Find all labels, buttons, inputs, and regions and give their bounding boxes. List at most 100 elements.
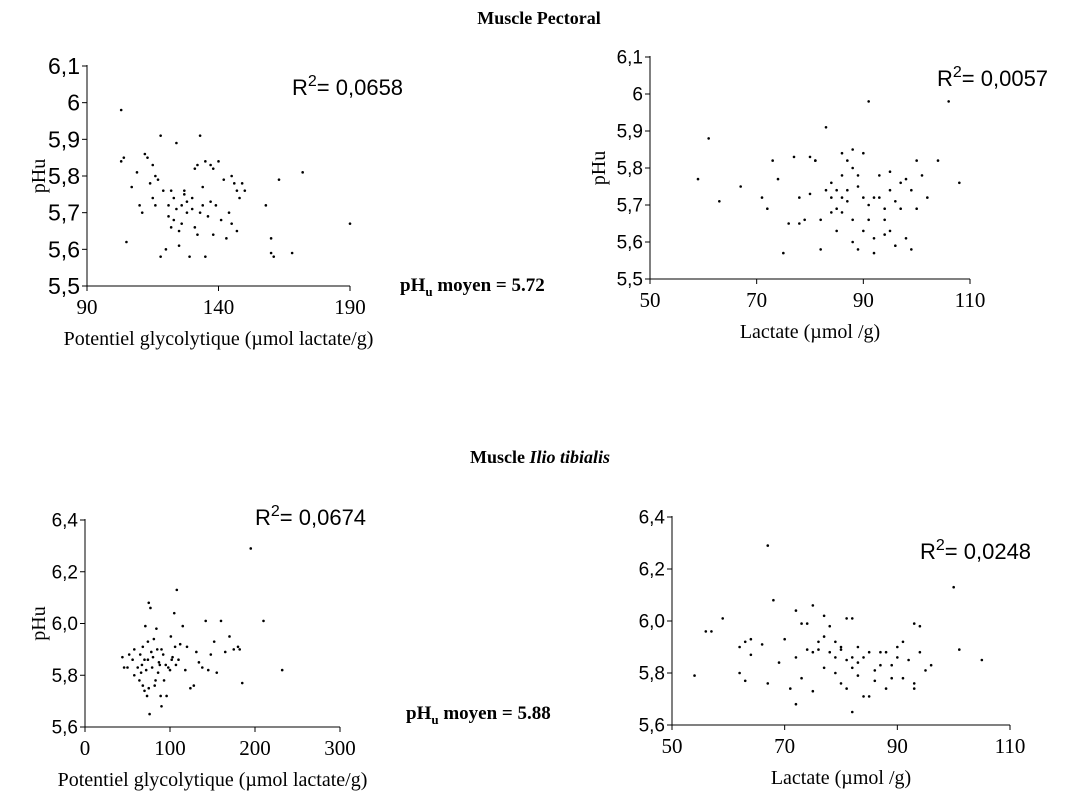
scatter-point [817,648,820,651]
scatter-point [884,650,888,654]
scatter-point [856,674,860,677]
y-tick-label: 6,4 [52,511,79,532]
scatter-point [879,663,882,667]
scatter-point [856,174,860,177]
y-axis-label: pHu [28,606,50,640]
scatter-point [277,178,281,181]
x-tick-label: 300 [324,736,356,760]
scatter-point [805,622,809,625]
scatter-point [198,211,202,214]
scatter-point [808,155,812,159]
scatter-point [787,222,790,225]
scatter-point [119,108,123,112]
scatter-point [209,163,212,167]
scatter-point [884,687,888,690]
scatter-point [749,653,753,657]
scatter-point [206,215,210,218]
scatter-point [862,656,865,659]
scatter-point [840,211,844,214]
scatter-point [264,204,268,207]
scatter-point [912,682,916,685]
scatter-point [140,211,144,214]
scatter-point [704,630,708,633]
scatter-point [907,658,910,662]
scatter-point [167,215,170,218]
scatter-point [766,682,770,685]
scatter-point [890,676,893,680]
scatter-point [150,650,153,654]
scatter-point [851,240,854,244]
scatter-point [159,255,162,258]
scatter-point [830,196,833,199]
scatter-point [710,630,713,633]
y-tick-label: 6,1 [48,53,80,79]
scatter-point [155,648,159,651]
scatter-point [188,255,191,258]
scatter-point [819,218,822,222]
scatter-point [878,174,881,177]
r-squared-label: R2= 0,0057 [937,64,1048,91]
scatter-point [872,237,876,240]
scatter-point [149,606,152,610]
section-title-ilio-tibialis: Muscle Ilio tibialis [470,447,610,467]
scatter-point [230,174,233,178]
scatter-point [798,222,801,225]
r-squared-label: R2= 0,0674 [255,503,366,530]
scatter-point [904,177,908,181]
scatter-point [172,218,176,222]
y-tick-label: 6,2 [639,560,665,581]
scatter-point [739,185,742,188]
scatter-point [910,248,913,251]
scatter-point [918,650,922,654]
scatter-point [177,244,181,247]
scatter-point [145,694,149,698]
scatter-point [894,200,897,203]
scatter-point [121,655,124,659]
scatter-point [151,655,155,659]
scatter-point [819,248,822,251]
scatter-point [878,196,881,199]
scatter-point [867,100,870,103]
scatter-point [912,687,916,690]
scatter-point [743,679,747,683]
x-tick-label: 70 [746,288,767,312]
scatter-point [899,181,902,185]
x-axis-label: Lactate (µmol /g) [771,767,911,789]
scatter-point [901,676,905,680]
scatter-point [867,650,871,654]
scatter-point [888,229,892,233]
scatter-point [828,650,832,654]
scatter-point [183,193,186,196]
scatter-point [140,663,144,667]
scatter-point [846,200,849,203]
scatter-point [777,661,781,664]
scatter-point [238,196,241,200]
scatter-point [130,185,134,189]
scatter-point [883,233,886,236]
x-tick-label: 190 [334,295,366,319]
scatter-point [811,689,815,693]
y-tick-label: 6,2 [52,562,78,583]
scatter-point [167,204,170,207]
scatter-point [154,204,157,207]
scatter-point [926,196,929,199]
scatter-point [189,686,192,690]
scatter-point [201,666,204,669]
scatter-point [920,174,924,177]
scatter-point [152,637,156,641]
scatter-point [156,671,160,674]
scatter-panel-pectoral-glycolytic: 5,5 5,6 5,7 5,8 5,9 6 6,1 90 140 190 Potentiel gly… [28,53,403,350]
scatter-point [138,653,142,656]
scatter-point [862,196,865,199]
scatter-point [185,200,189,203]
scatter-point [883,218,886,222]
scatter-point [828,624,832,628]
scatter-point [143,658,146,662]
scatter-point [161,653,165,656]
scatter-point [236,645,240,649]
scatter-point [872,251,876,255]
scatter-point [743,640,747,644]
scatter-point [272,255,276,258]
scatter-point [238,648,241,651]
